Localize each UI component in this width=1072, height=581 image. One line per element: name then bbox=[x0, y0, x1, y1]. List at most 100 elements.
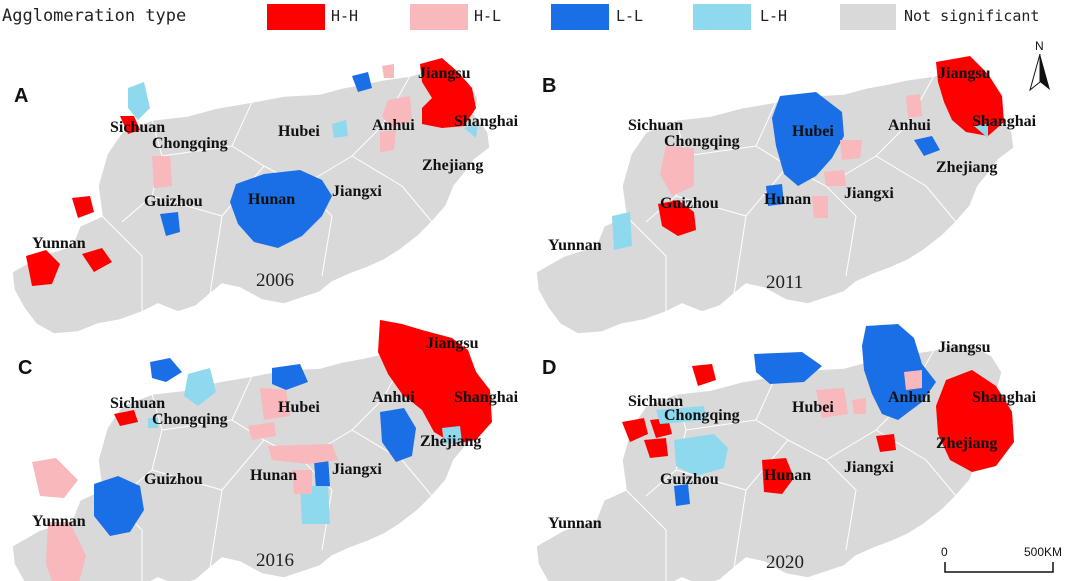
legend-label-not-significant: Not significant bbox=[904, 7, 1040, 25]
cluster-hl bbox=[248, 422, 276, 440]
panel-year: 2020 bbox=[766, 552, 804, 573]
panel-a: A Jiangsu Sichuan Chongqing Hubei Anhui … bbox=[11, 58, 519, 335]
panel-year: 2011 bbox=[766, 272, 803, 293]
province-label-sichuan: Sichuan bbox=[110, 395, 165, 412]
province-label-zhejiang: Zhejiang bbox=[420, 433, 481, 450]
cluster-ll bbox=[94, 476, 144, 536]
cluster-lh bbox=[442, 426, 462, 444]
cluster-hl bbox=[32, 458, 78, 498]
province-label-jiangsu: Jiangsu bbox=[938, 339, 991, 356]
province-label-sichuan: Sichuan bbox=[628, 117, 683, 134]
cluster-hh bbox=[114, 410, 138, 426]
cluster-hl bbox=[852, 398, 866, 414]
legend-swatch-lh bbox=[693, 4, 751, 30]
cluster-hh bbox=[658, 200, 696, 236]
province-label-guizhou: Guizhou bbox=[144, 193, 203, 210]
cluster-ll bbox=[230, 170, 332, 248]
panel-label: C bbox=[18, 357, 32, 379]
legend-swatch-hh bbox=[267, 4, 325, 30]
cluster-hh bbox=[26, 250, 60, 286]
cluster-hl bbox=[816, 388, 848, 418]
cluster-hh bbox=[120, 116, 140, 134]
province-label-shanghai: Shanghai bbox=[972, 113, 1037, 130]
province-label-chongqing: Chongqing bbox=[664, 133, 740, 150]
cluster-hl bbox=[824, 170, 846, 186]
province-label-jiangxi: Jiangxi bbox=[332, 183, 382, 200]
panel-label: A bbox=[14, 85, 28, 107]
province-label-yunnan: Yunnan bbox=[548, 515, 602, 532]
scale-bar: 0 500KM bbox=[941, 545, 1062, 573]
province-label-zhejiang: Zhejiang bbox=[422, 157, 483, 174]
cluster-hh bbox=[622, 418, 648, 442]
cluster-lh bbox=[674, 434, 728, 476]
cluster-hl bbox=[260, 388, 290, 420]
cluster-ll bbox=[754, 352, 822, 384]
cluster-ll bbox=[352, 72, 372, 92]
cluster-hh bbox=[762, 458, 794, 494]
cluster-lh bbox=[974, 124, 988, 138]
north-arrow-icon: N bbox=[1029, 39, 1050, 92]
cluster-hl bbox=[906, 94, 922, 118]
legend-label-ll: L-L bbox=[616, 7, 644, 25]
legend: Agglomeration type H-H H-L L-L L-H Not s… bbox=[0, 0, 1072, 36]
panel-label: B bbox=[542, 75, 556, 97]
province-label-chongqing: Chongqing bbox=[664, 407, 740, 424]
cluster-ll bbox=[674, 484, 690, 506]
legend-label-lh: L-H bbox=[760, 7, 788, 25]
province-label-hubei: Hubei bbox=[792, 123, 834, 140]
cluster-hl bbox=[152, 156, 172, 188]
cluster-hl bbox=[268, 444, 338, 464]
province-label-sichuan: Sichuan bbox=[628, 393, 683, 410]
province-label-guizhou: Guizhou bbox=[144, 471, 203, 488]
cluster-lh bbox=[128, 82, 150, 120]
cluster-ll bbox=[914, 136, 940, 156]
scale-end-label: 500KM bbox=[1024, 545, 1062, 559]
panel-c: C Jiangsu Sichuan Chongqing Hubei Anhui … bbox=[11, 320, 519, 581]
cluster-lh bbox=[612, 212, 632, 250]
cluster-hh bbox=[644, 438, 668, 458]
cluster-hh bbox=[692, 364, 716, 386]
cluster-hh bbox=[936, 56, 1004, 136]
legend-label-hl: H-L bbox=[474, 7, 502, 25]
province-label-chongqing: Chongqing bbox=[152, 135, 228, 152]
cluster-hh bbox=[420, 58, 476, 128]
cluster-lh bbox=[300, 486, 330, 524]
province-label-jiangxi: Jiangxi bbox=[844, 459, 894, 476]
cluster-hl bbox=[382, 64, 394, 78]
cluster-lh bbox=[332, 120, 348, 138]
province-label-jiangxi: Jiangxi bbox=[332, 461, 382, 478]
province-label-anhui: Anhui bbox=[888, 117, 931, 134]
panel-b: B Jiangsu Sichuan Chongqing Hubei Anhui … bbox=[535, 56, 1037, 335]
cluster-hl bbox=[292, 470, 312, 494]
province-label-anhui: Anhui bbox=[372, 389, 415, 406]
panel-d: D Jiangsu Sichuan Chongqing Hubei Anhui … bbox=[535, 324, 1037, 581]
province-label-yunnan: Yunnan bbox=[548, 237, 602, 254]
cluster-lh bbox=[464, 124, 478, 138]
province-label-zhejiang: Zhejiang bbox=[936, 159, 997, 176]
cluster-ll bbox=[380, 408, 416, 462]
panel-label: D bbox=[542, 357, 556, 379]
cluster-hl bbox=[380, 130, 396, 152]
cluster-hl bbox=[812, 196, 828, 218]
cluster-ll bbox=[150, 358, 182, 382]
cluster-hl bbox=[382, 96, 412, 128]
cluster-lh bbox=[656, 406, 706, 424]
legend-title: Agglomeration type bbox=[2, 6, 187, 26]
province-label-jiangsu: Jiangsu bbox=[938, 65, 991, 82]
legend-swatch-not-significant bbox=[840, 4, 896, 30]
cluster-hl bbox=[46, 522, 86, 581]
cluster-hl bbox=[660, 146, 694, 196]
cluster-hh bbox=[82, 248, 112, 272]
province-label-guizhou: Guizhou bbox=[660, 471, 719, 488]
cluster-lh bbox=[184, 368, 216, 406]
province-label-yunnan: Yunnan bbox=[32, 513, 86, 530]
legend-label-hh: H-H bbox=[331, 7, 359, 25]
scale-start-label: 0 bbox=[941, 545, 948, 559]
legend-swatch-ll bbox=[551, 4, 609, 30]
province-label-jiangsu: Jiangsu bbox=[418, 65, 471, 82]
cluster-ll bbox=[766, 184, 784, 206]
province-label-shanghai: Shanghai bbox=[454, 389, 519, 406]
province-label-hunan: Hunan bbox=[250, 467, 297, 484]
province-label-shanghai: Shanghai bbox=[972, 389, 1037, 406]
